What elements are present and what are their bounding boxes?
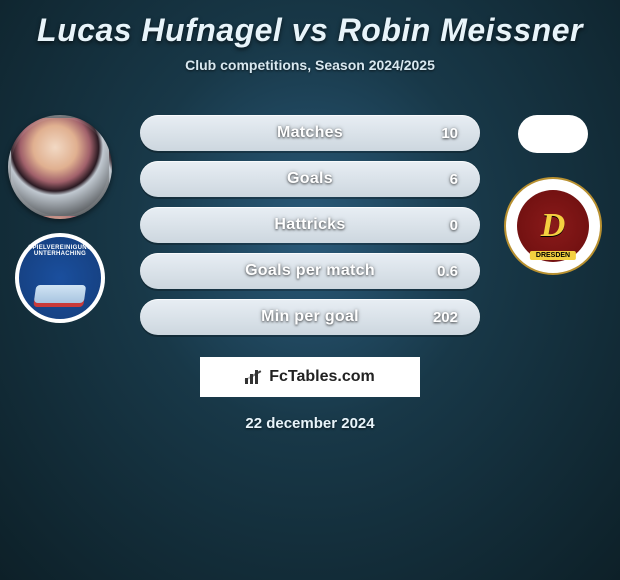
stat-label: Goals [287,170,333,188]
stat-row: Hattricks 0 [140,207,480,243]
stat-label: Hattricks [274,216,345,234]
right-column: D DRESDEN [504,115,602,275]
player-photo-left [8,115,112,219]
stats-list: Matches 10 Goals 6 Hattricks 0 Goals per… [140,115,480,335]
club-badge-unterhaching: SPIELVEREINIGUNG UNTERHACHING [15,233,105,323]
stat-row: Goals 6 [140,161,480,197]
page-title: Lucas Hufnagel vs Robin Meissner [0,0,620,49]
stat-value-right: 6 [450,161,458,197]
club-badge-dresden-banner: DRESDEN [530,251,576,260]
stat-row: Goals per match 0.6 [140,253,480,289]
stat-row: Min per goal 202 [140,299,480,335]
bar-chart-icon [245,370,263,384]
comparison-panel: SPIELVEREINIGUNG UNTERHACHING D DRESDEN … [0,115,620,335]
subtitle: Club competitions, Season 2024/2025 [0,57,620,73]
stat-label: Matches [277,124,343,142]
fctables-text: FcTables.com [269,368,375,386]
stat-value-right: 202 [433,299,458,335]
fctables-watermark: FcTables.com [200,357,420,397]
stat-label: Min per goal [261,308,359,326]
club-badge-dresden: D DRESDEN [504,177,602,275]
stat-row: Matches 10 [140,115,480,151]
stat-value-right: 10 [441,115,458,151]
left-column: SPIELVEREINIGUNG UNTERHACHING [8,115,112,323]
club-badge-unterhaching-label: SPIELVEREINIGUNG UNTERHACHING [19,245,101,257]
stat-value-right: 0.6 [437,253,458,289]
player-photo-right-placeholder [518,115,588,153]
club-badge-dresden-inner: D DRESDEN [517,190,589,262]
date-label: 22 december 2024 [0,415,620,432]
stat-label: Goals per match [245,262,375,280]
club-badge-dresden-letter: D [541,207,566,245]
stat-value-right: 0 [450,207,458,243]
